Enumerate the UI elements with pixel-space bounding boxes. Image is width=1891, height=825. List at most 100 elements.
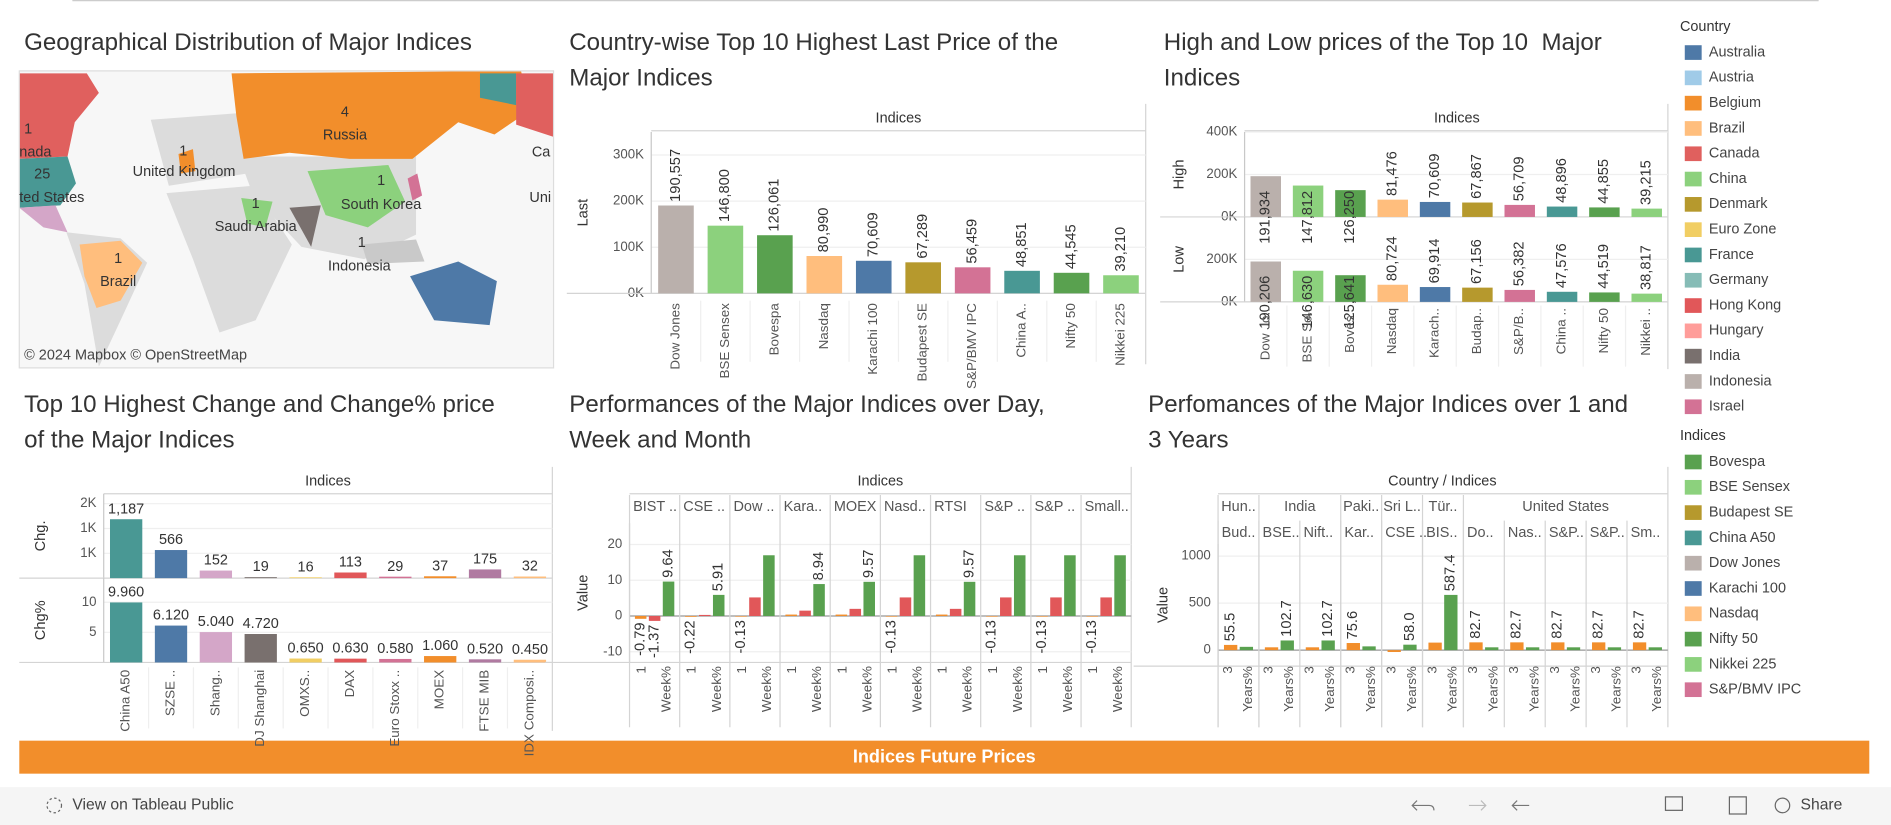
bar [1632,642,1647,651]
undo[interactable] [1411,800,1435,811]
value-label: 126,250 [1342,191,1358,244]
value-label: 32 [522,559,538,575]
bar [849,608,862,616]
value-label: 9.57 [961,550,977,579]
y-tick-label: 200K [1206,166,1237,181]
bar [289,658,322,663]
bar [1264,647,1279,651]
header: Country / Indices [1388,473,1496,489]
x-tick-label: Bovespa [766,303,781,356]
y-tick-label: -10 [603,643,622,658]
chart-title-text: Perfomances of the Major Indices over 1 … [1148,391,1629,454]
legend-label: India [1709,348,1741,364]
bar [648,616,661,621]
value-label: -1.37 [647,625,663,658]
bar [468,659,502,663]
legend-label: Indonesia [1709,373,1773,389]
value-label: 587.4 [1443,555,1459,592]
bar [1462,287,1493,302]
chart-title: Geographical Distribution of Major Indic… [24,29,472,56]
legend-label: Austria [1709,70,1755,86]
comment[interactable] [1664,796,1683,811]
value-label: 82.7 [1591,610,1607,639]
china [307,165,406,228]
group-label: Hun.. [1221,499,1256,515]
column-label: S&P.. [1590,525,1625,541]
bar [813,584,825,616]
x-tick-label: 3 [1506,666,1521,673]
bar [634,616,647,619]
bar [1223,644,1238,651]
value-label: 82.7 [1550,610,1566,639]
x-tick-label: 1 [885,666,900,673]
x-tick-label: Nasdaq [816,303,831,349]
x-tick-label: Week% [960,666,975,712]
value-label: 146,630 [1300,276,1316,329]
bar [1004,270,1040,294]
x-tick-label: China A50 [118,670,133,732]
map-label: Uni [529,190,551,206]
x-tick-label: 1 [634,666,649,673]
legend-label: Karachi 100 [1709,580,1786,596]
alaska [479,73,517,106]
group-label: Paki.. [1343,499,1379,515]
header: Indices [1434,110,1480,126]
x-tick-label: Years% [1649,666,1664,712]
value-label: 39,210 [1113,227,1129,272]
value-label: 9.960 [108,584,144,600]
x-tick-label: Week% [809,666,824,712]
bar [1292,185,1324,217]
view-link[interactable]: View on Tableau Public [72,797,233,814]
legend-swatch [1684,348,1702,364]
y-tick-label: 400K [1206,123,1237,138]
x-tick-label: Nifty 50 [1596,308,1611,354]
share-icon[interactable] [1774,797,1791,814]
x-tick-label: 1 [1085,666,1100,673]
y-tick-label: 200K [1206,251,1237,266]
column-label: RTSI [934,499,967,515]
x-tick-label: S&P/B.. [1511,308,1526,355]
value-label: 566 [159,532,183,548]
share[interactable]: Share [1801,797,1843,814]
bar [334,658,367,663]
chart-title: High and Low prices of the Top 10 Major … [1164,29,1602,91]
bar [1631,208,1662,217]
canada-east [516,73,554,137]
bar [1335,190,1366,217]
legend-swatch [1684,45,1702,60]
legend-label: Euro Zone [1709,221,1776,237]
bar [379,576,412,579]
y-tick-label: 0 [615,607,622,622]
legend-label: France [1709,247,1754,263]
x-tick-label: Nasdaq [1384,308,1399,354]
value-label: -0.22 [683,620,699,653]
bar [1036,616,1048,617]
map-label: Saudi Arabia [215,219,298,235]
map-label: 1 [179,143,187,159]
value-label: 0.450 [512,642,548,658]
bar [1050,597,1062,616]
legend-swatch [1684,70,1702,86]
map-label: Russia [323,127,368,143]
bar [1551,642,1565,651]
bar [885,616,898,617]
value-label: 175 [473,551,497,567]
x-tick-label: FTSE MIB [477,670,492,732]
bar [863,581,875,616]
legend-swatch [1684,682,1702,698]
fullscreen[interactable] [1728,796,1747,815]
map-attribution: © 2024 Mapbox © OpenStreetMap [24,347,247,363]
revert[interactable] [1511,800,1530,811]
x-tick-label: Nikkei 225 [1113,303,1128,366]
bar [658,205,694,294]
bar [513,576,547,579]
value-label: 4.720 [243,616,279,632]
y-axis-label: Value [1156,587,1172,623]
value-label: 0.520 [467,641,503,657]
x-tick-label: 3 [1302,666,1317,673]
bar [1462,202,1493,217]
group-label: Tür.. [1429,499,1458,515]
column-label: BIS.. [1426,525,1457,541]
value-label: 126,061 [767,179,783,232]
